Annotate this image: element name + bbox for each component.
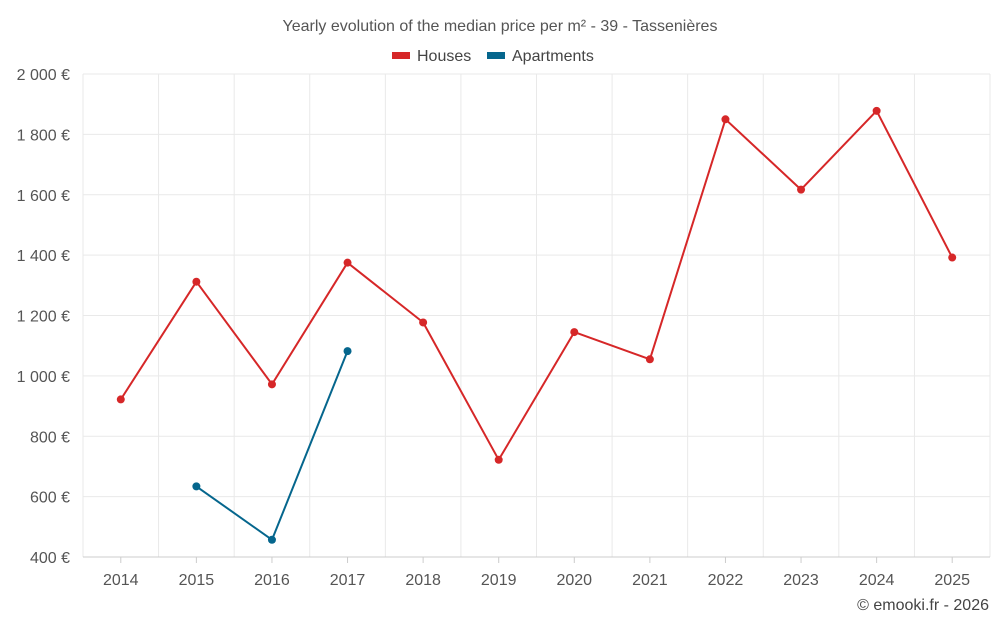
chart-title: Yearly evolution of the median price per… xyxy=(283,18,718,35)
x-tick-label: 2019 xyxy=(481,572,517,589)
legend-swatch-apartments xyxy=(487,52,505,59)
x-tick-label: 2022 xyxy=(708,572,744,589)
x-tick-label: 2016 xyxy=(254,572,290,589)
x-tick-label: 2020 xyxy=(556,572,592,589)
y-tick-label: 800 € xyxy=(30,429,70,446)
legend-label-houses: Houses xyxy=(417,48,471,65)
x-tick-label: 2015 xyxy=(179,572,215,589)
y-tick-label: 1 400 € xyxy=(17,248,70,265)
legend: Houses Apartments xyxy=(392,48,594,65)
point-houses xyxy=(645,355,654,364)
point-houses xyxy=(721,115,730,124)
credit-text: © emooki.fr - 2026 xyxy=(857,597,989,614)
x-tick-label: 2024 xyxy=(859,572,895,589)
series-line-apartments xyxy=(195,350,349,541)
point-houses xyxy=(419,318,428,327)
point-apartments xyxy=(343,347,352,356)
point-houses xyxy=(797,185,806,194)
point-houses xyxy=(872,106,881,115)
grid xyxy=(82,73,991,557)
y-tick-label: 400 € xyxy=(30,550,70,567)
y-tick-label: 1 200 € xyxy=(17,309,70,326)
point-houses xyxy=(116,395,125,404)
point-houses xyxy=(494,455,503,464)
x-axis: 2014 2015 2016 2017 2018 2019 2020 2021 2022 2023… xyxy=(83,556,990,589)
point-houses xyxy=(192,277,201,286)
series-line-houses xyxy=(119,109,954,461)
y-tick-label: 1 800 € xyxy=(17,127,70,144)
legend-swatch-houses xyxy=(392,52,410,59)
y-tick-label: 1 000 € xyxy=(17,369,70,386)
y-axis: 400 € 600 € 800 € 1 000 € 1 200 € 1 400 € 1 60… xyxy=(17,67,70,567)
point-apartments xyxy=(267,535,276,544)
x-tick-label: 2014 xyxy=(103,572,139,589)
x-tick-label: 2023 xyxy=(783,572,819,589)
point-houses xyxy=(343,258,352,267)
series-layer xyxy=(116,106,957,544)
point-houses xyxy=(570,328,579,337)
point-apartments xyxy=(192,482,201,491)
y-tick-label: 1 600 € xyxy=(17,188,70,205)
x-tick-label: 2025 xyxy=(934,572,970,589)
legend-label-apartments: Apartments xyxy=(512,48,594,65)
x-tick-label: 2018 xyxy=(405,572,441,589)
point-houses xyxy=(948,253,957,262)
y-tick-label: 600 € xyxy=(30,490,70,507)
x-tick-label: 2017 xyxy=(330,572,366,589)
point-houses xyxy=(267,380,276,389)
y-tick-label: 2 000 € xyxy=(17,67,70,84)
x-tick-label: 2021 xyxy=(632,572,668,589)
